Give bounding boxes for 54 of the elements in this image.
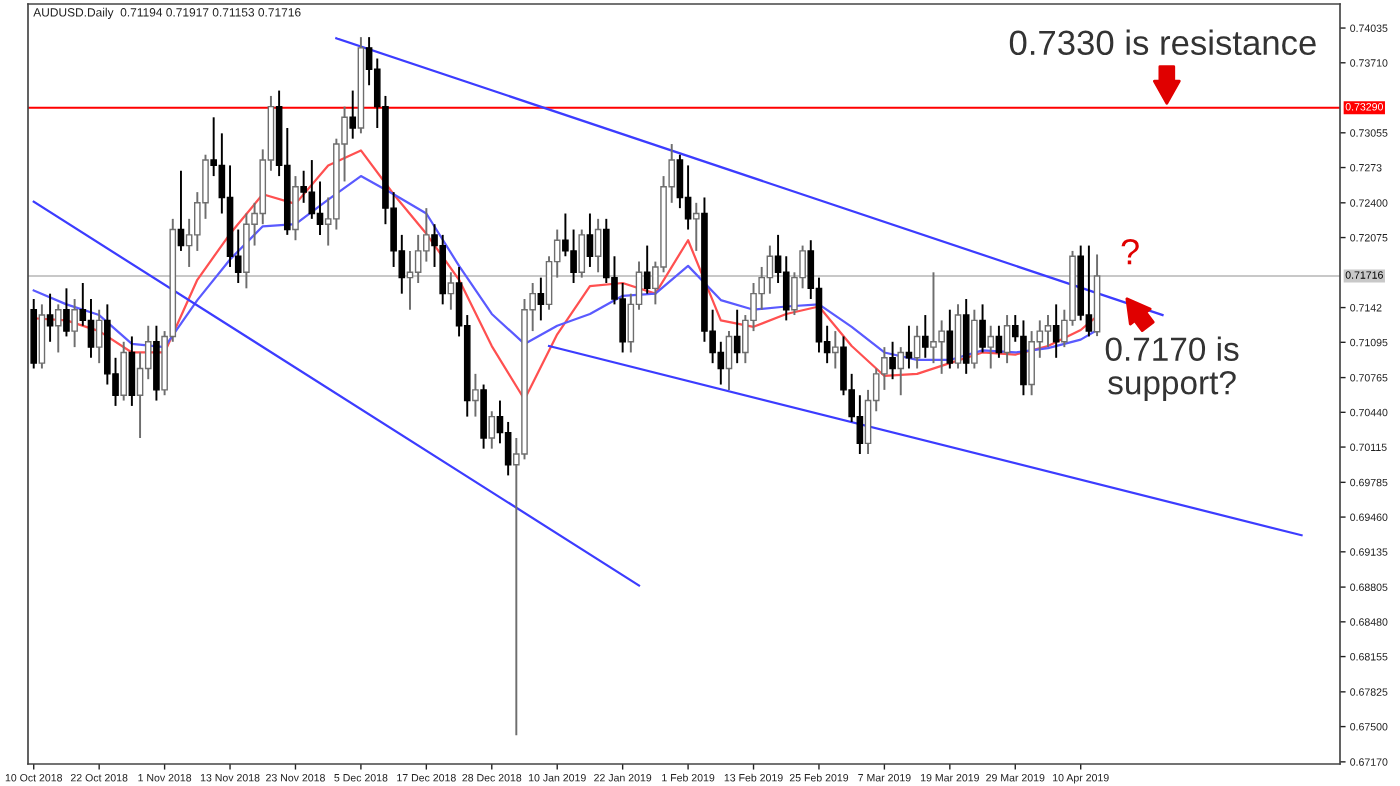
candlestick (995, 324, 1003, 359)
candlestick (504, 420, 512, 477)
line-series (32, 174, 1099, 362)
candlestick (488, 410, 496, 450)
candlestick (128, 335, 136, 407)
candlestick (447, 271, 455, 311)
candlestick (586, 212, 594, 268)
candlestick (316, 180, 324, 236)
candlestick (856, 394, 864, 455)
candlestick (725, 330, 733, 391)
candlestick (54, 303, 62, 354)
candlestick (938, 319, 945, 375)
candlestick (578, 228, 586, 279)
candlestick (1085, 244, 1093, 338)
candlestick (292, 175, 299, 242)
annotation: 0.7170 is support? (1105, 336, 1239, 402)
candlestick (349, 89, 357, 140)
candlestick (87, 298, 95, 359)
candlestick (684, 164, 692, 231)
annotation: ? (1121, 238, 1139, 265)
candlestick (594, 217, 602, 274)
candlestick (913, 324, 921, 370)
candlestick (946, 308, 954, 370)
candlestick (1044, 314, 1052, 349)
candlestick (120, 340, 128, 402)
candlestick (63, 287, 70, 338)
candlestick (987, 324, 995, 370)
candlestick (921, 314, 929, 359)
candlestick (537, 276, 545, 322)
candlestick (1003, 314, 1011, 365)
candlestick (414, 233, 422, 284)
candlestick (979, 303, 986, 354)
candlestick (472, 372, 479, 418)
candlestick (619, 282, 626, 354)
annotation: 0.7330 is resistance (1009, 29, 1316, 56)
candlestick (930, 271, 937, 365)
candlestick (46, 292, 54, 343)
candlestick (971, 308, 978, 370)
line-series (32, 149, 1099, 401)
candlestick (643, 244, 651, 295)
candlestick (71, 298, 78, 349)
candlestick (733, 308, 741, 365)
candlestick (177, 169, 185, 252)
candlestick (832, 330, 839, 370)
candlestick (692, 201, 700, 252)
candlestick (1052, 303, 1060, 359)
candlestick (905, 324, 913, 370)
candlestick (570, 228, 577, 284)
candlestick (308, 159, 316, 220)
candlestick (782, 255, 790, 322)
candlestick (897, 346, 905, 397)
candlestick (95, 308, 103, 365)
candlestick (1028, 330, 1035, 397)
candlestick (889, 340, 896, 381)
